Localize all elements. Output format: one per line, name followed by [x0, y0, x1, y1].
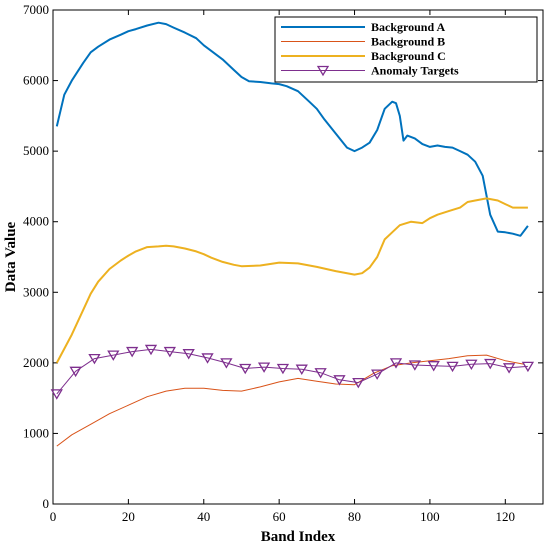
y-tick-label: 2000 [23, 355, 49, 370]
legend-label: Background B [371, 35, 445, 49]
series-line-2 [56, 354, 525, 447]
anomaly-marker [69, 366, 82, 378]
y-tick-label: 7000 [23, 2, 49, 17]
anomaly-marker [182, 349, 195, 360]
anomaly-marker [144, 344, 158, 356]
anomaly-marker [126, 346, 139, 358]
x-tick-label: 60 [273, 509, 286, 524]
y-tick-label: 1000 [23, 425, 49, 440]
anomaly-marker [446, 361, 459, 373]
anomaly-marker [163, 346, 176, 358]
anomaly-marker [408, 360, 421, 371]
series-line-1 [55, 21, 529, 237]
anomaly-marker [276, 363, 290, 375]
anomaly-marker [484, 358, 497, 370]
anomaly-marker [389, 358, 403, 369]
anomaly-marker [371, 369, 384, 380]
anomaly-marker [465, 359, 478, 371]
anomaly-marker [88, 353, 101, 365]
anomaly-marker [314, 368, 327, 379]
anomaly-marker [295, 364, 308, 375]
axis-ticks: 0 20 40 60 80 100 120 0 1000 2000 3000 4000 5000 6000… [23, 2, 543, 524]
anomaly-marker [521, 361, 535, 373]
anomaly-marker [502, 363, 516, 374]
anomaly-marker [257, 362, 271, 373]
y-tick-label: 6000 [23, 73, 49, 88]
y-tick-label: 3000 [23, 284, 49, 299]
anomaly-marker [220, 358, 233, 369]
x-tick-label: 120 [496, 509, 516, 524]
y-tick-label: 4000 [23, 214, 49, 229]
anomaly-marker [107, 350, 120, 361]
legend-marker [316, 65, 330, 77]
x-axis-label: Band Index [261, 529, 336, 545]
anomaly-marker [50, 389, 63, 400]
x-tick-label: 100 [420, 509, 440, 524]
x-tick-label: 0 [50, 509, 57, 524]
anomaly-marker [239, 363, 252, 375]
x-tick-label: 20 [122, 509, 135, 524]
legend-label: Anomaly Targets [371, 64, 459, 78]
x-tick-label: 80 [348, 509, 361, 524]
anomaly-marker [352, 377, 365, 389]
series-layer [50, 21, 535, 447]
series-line-3 [55, 197, 528, 364]
y-tick-label: 0 [43, 496, 50, 511]
legend-label: Background C [371, 49, 446, 63]
anomaly-marker [201, 353, 214, 364]
legend-label: Background A [371, 20, 445, 34]
y-axis-label: Data Value [3, 221, 19, 292]
anomaly-marker [333, 375, 346, 386]
anomaly-marker [427, 361, 440, 372]
y-tick-label: 5000 [23, 143, 49, 158]
x-tick-label: 40 [197, 509, 210, 524]
